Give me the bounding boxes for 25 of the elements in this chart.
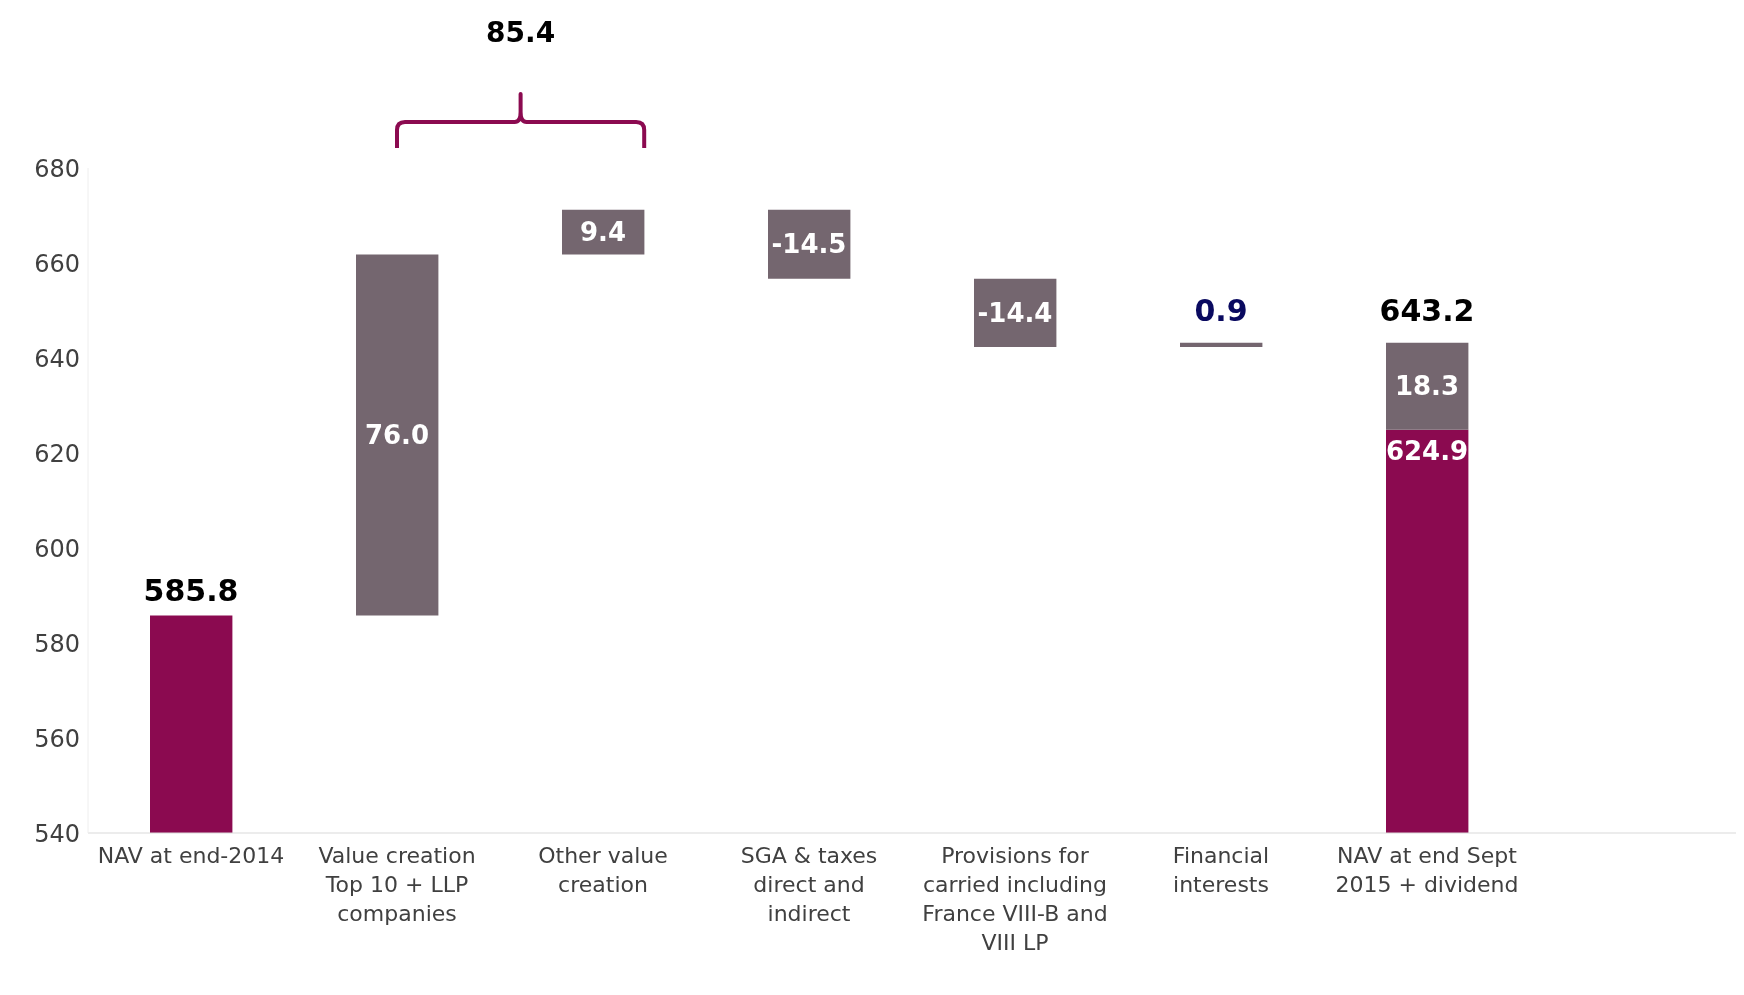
text: 85.4 bbox=[486, 16, 556, 49]
data-label: 18.3 bbox=[1394, 371, 1460, 402]
y-tick-label: 660 bbox=[34, 249, 80, 278]
x-tick-label: Value creation Top 10 + LLP companies bbox=[318, 843, 476, 926]
data-label: -14.4 bbox=[977, 297, 1053, 328]
x-tick-label: NAV at end-2014 bbox=[97, 843, 285, 868]
y-tick-label: 600 bbox=[34, 534, 80, 563]
y-tick-label: 620 bbox=[34, 439, 80, 468]
total-label: 643.2 bbox=[1379, 292, 1475, 328]
x-tick-label: Financial interests bbox=[1172, 843, 1270, 897]
x-tick-label: SGA & taxes direct and indirect bbox=[740, 843, 878, 926]
data-label: 76.0 bbox=[364, 419, 430, 450]
data-label: -14.5 bbox=[771, 229, 847, 260]
data-label: 624.9 bbox=[1385, 435, 1469, 466]
y-tick-label: 640 bbox=[34, 344, 80, 373]
y-tick-label: 540 bbox=[34, 819, 80, 848]
data-label: 0.9 bbox=[1194, 292, 1248, 328]
data-label: 585.8 bbox=[143, 573, 239, 609]
y-tick-label: 680 bbox=[34, 154, 80, 183]
x-tick-label: Provisions for carried including France VIII-B and VIII LP bbox=[922, 843, 1108, 955]
data-label: 9.4 bbox=[579, 217, 627, 248]
y-tick-label: 580 bbox=[34, 629, 80, 658]
x-tick-label: Other value creation bbox=[538, 843, 668, 897]
x-tick-label: NAV at end Sept 2015 + dividend bbox=[1335, 843, 1519, 897]
y-tick-label: 560 bbox=[34, 724, 80, 753]
